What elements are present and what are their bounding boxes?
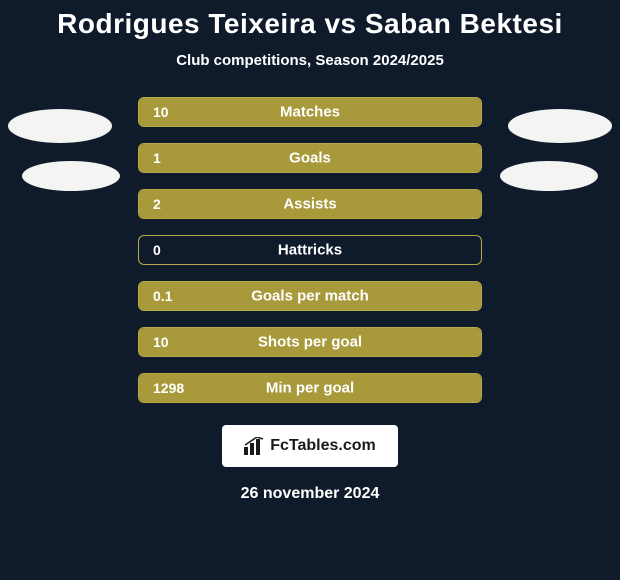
stat-value-left: 2 <box>153 196 161 212</box>
player-right-ellipse <box>508 109 612 143</box>
player-left-ellipse <box>8 109 112 143</box>
player-left-ellipse <box>22 161 120 191</box>
stat-label: Goals <box>289 150 331 167</box>
stat-value-left: 0 <box>153 242 161 258</box>
stat-row: 0.1 Goals per match <box>138 281 482 311</box>
stat-value-left: 10 <box>153 104 169 120</box>
stat-label: Assists <box>283 196 336 213</box>
stat-row: 10 Shots per goal <box>138 327 482 357</box>
site-logo: FcTables.com <box>222 425 398 467</box>
chart-icon <box>244 437 264 455</box>
stat-row: 2 Assists <box>138 189 482 219</box>
player-right-ellipse <box>500 161 598 191</box>
stat-value-left: 0.1 <box>153 288 172 304</box>
stat-label: Hattricks <box>278 242 342 259</box>
stat-label: Shots per goal <box>258 334 362 351</box>
page-title: Rodrigues Teixeira vs Saban Bektesi <box>0 0 620 40</box>
subtitle: Club competitions, Season 2024/2025 <box>0 52 620 69</box>
logo-text: FcTables.com <box>270 437 376 455</box>
stat-row: 10 Matches <box>138 97 482 127</box>
stat-row: 1 Goals <box>138 143 482 173</box>
stat-label: Goals per match <box>251 288 369 305</box>
stat-value-left: 1298 <box>153 380 184 396</box>
stat-value-left: 1 <box>153 150 161 166</box>
comparison-chart: 10 Matches 1 Goals 2 Assists 0 Hattricks 0.1 Goal… <box>0 97 620 403</box>
date-text: 26 november 2024 <box>0 485 620 503</box>
stat-label: Min per goal <box>266 380 354 397</box>
stat-row: 1298 Min per goal <box>138 373 482 403</box>
stat-row: 0 Hattricks <box>138 235 482 265</box>
stat-rows: 10 Matches 1 Goals 2 Assists 0 Hattricks 0.1 Goal… <box>138 97 482 403</box>
stat-value-left: 10 <box>153 334 169 350</box>
stat-label: Matches <box>280 104 340 121</box>
